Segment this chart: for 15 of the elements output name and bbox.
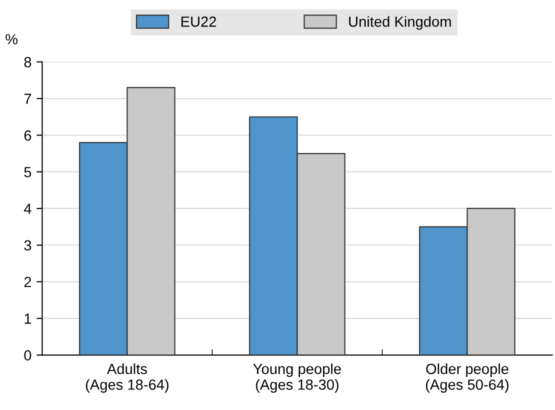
x-tick-label: Young people (Ages 18-30) [253,363,341,393]
y-tick-label: 4 [24,204,32,214]
legend-label: EU22 [181,16,216,27]
legend-label: United Kingdom [349,16,451,30]
y-tick-label: 3 [24,240,32,251]
y-tick-label: 2 [24,276,32,288]
y-tick-label: 6 [24,130,32,141]
y-tick-label: 7 [24,94,32,104]
y-tick-label: 5 [24,167,32,178]
x-tick-label: Adults (Ages 18-64) [86,363,168,393]
y-tick-label: 0 [24,350,32,360]
y-axis-title: % [6,34,18,44]
y-tick-label: 1 [24,314,32,324]
x-tick-label: Older people (Ages 50-64) [426,363,508,393]
y-tick-label: 8 [24,57,32,68]
